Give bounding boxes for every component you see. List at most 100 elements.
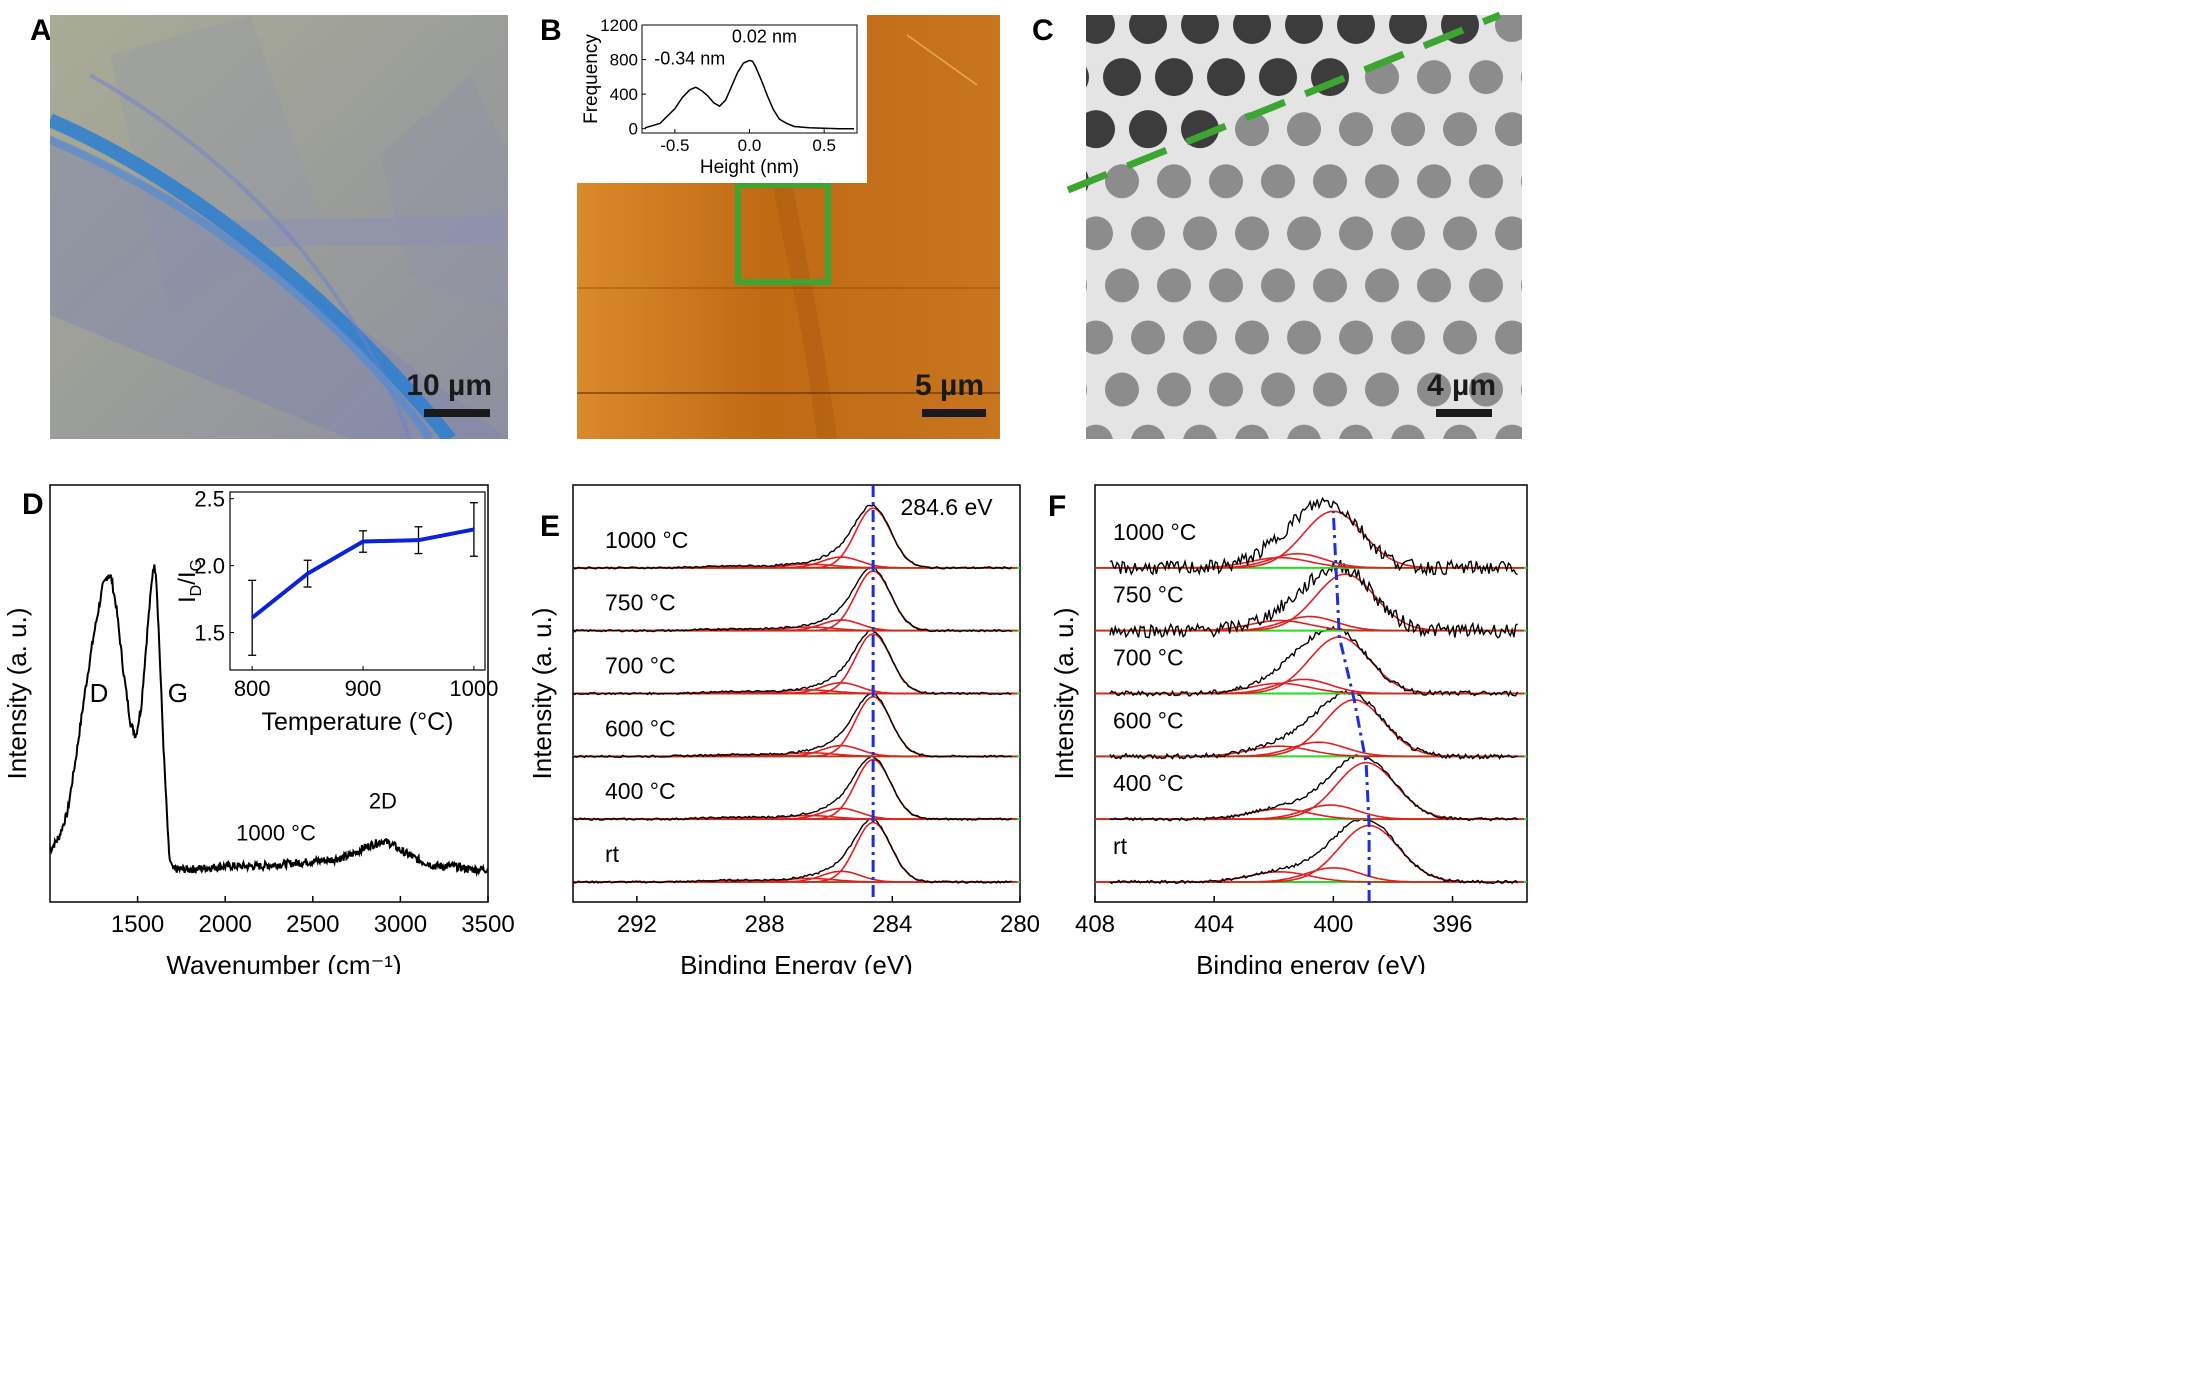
inset-y-tick-label: 2.0: [194, 554, 225, 579]
data-spectrum: [1109, 689, 1518, 760]
chart-e-xlabel: Binding Energy (eV): [680, 950, 913, 974]
hole: [1209, 372, 1243, 407]
inset-x-tick-label: 1000: [449, 676, 498, 701]
hole: [1157, 164, 1191, 199]
panel-label-a: A: [30, 14, 52, 47]
fit-component: [1095, 824, 1524, 883]
hole: [1337, 15, 1375, 44]
hole: [1209, 268, 1243, 303]
hole: [1469, 268, 1503, 303]
hole: [1521, 71, 1522, 83]
hole: [1183, 216, 1217, 251]
panel-label-f: F: [1048, 490, 1067, 523]
hole: [1209, 164, 1243, 199]
hole: [1417, 372, 1451, 407]
hole: [1313, 372, 1347, 407]
d-frame: [49, 484, 489, 903]
hole: [1287, 320, 1321, 355]
x-tick-label: 284: [872, 911, 912, 938]
hole: [1086, 424, 1113, 439]
hole: [1495, 15, 1522, 42]
peak-label-d: D: [90, 678, 109, 708]
hole: [1443, 424, 1477, 439]
hole: [1086, 66, 1089, 88]
hole: [1285, 15, 1323, 44]
reference-line-label: 284.6 eV: [901, 494, 994, 520]
inset-xlabel: Temperature (°C): [262, 708, 454, 736]
series-label: 1000 °C: [1113, 519, 1196, 545]
series-label: rt: [1113, 833, 1128, 859]
hole: [1495, 216, 1522, 251]
hole: [1339, 112, 1373, 147]
scale-bar-b: [922, 409, 986, 417]
series-label: 600 °C: [605, 715, 676, 741]
chart-xps-c1s: rt 400 °C 600 °C 700 °C 750 °C 1000 °C 292 288 2…: [530, 484, 1040, 974]
hole: [1183, 424, 1217, 439]
hole: [1443, 216, 1477, 251]
hole: [1391, 112, 1425, 147]
x-tick-label: 404: [1194, 911, 1234, 938]
chart-xps-n1s: rt 400 °C 600 °C 700 °C 750 °C 1000 °C 408 404 4…: [1049, 484, 1528, 974]
hole: [1105, 164, 1139, 199]
hole: [1313, 268, 1347, 303]
series-label: 700 °C: [605, 653, 676, 679]
fit-component: [1095, 741, 1524, 758]
y-tick-label: 0: [629, 120, 638, 139]
series-label: 600 °C: [1113, 707, 1184, 733]
hole: [1495, 112, 1522, 147]
hole: [1443, 320, 1477, 355]
x-tick-label: 0.5: [812, 136, 836, 155]
series-label: 750 °C: [1113, 582, 1184, 608]
hole: [1105, 372, 1139, 407]
hole: [1261, 372, 1295, 407]
data-spectrum: [1109, 625, 1519, 698]
panel-label-b: B: [540, 14, 562, 47]
b-inset-chart: -0.5 0.0 0.5 0 400 800 1200 Height (nm) Frequenc…: [577, 15, 867, 183]
hole: [1391, 424, 1425, 439]
series-label: 700 °C: [1113, 645, 1184, 671]
hole: [1235, 424, 1269, 439]
x-tick-label: -0.5: [660, 136, 689, 155]
x-tick-label: 2500: [286, 911, 339, 938]
y-tick-label: 1200: [600, 16, 638, 35]
hole: [1261, 164, 1295, 199]
data-spectrum: [572, 754, 1012, 821]
panel-label-d: D: [22, 488, 44, 521]
data-spectrum: [1109, 496, 1518, 577]
fit-component: [573, 807, 1017, 820]
fit-component: [573, 619, 1017, 632]
d-inset-line: [250, 527, 475, 620]
hole: [1259, 58, 1297, 97]
hole: [1391, 216, 1425, 251]
hole: [1261, 268, 1295, 303]
hole: [1389, 15, 1427, 44]
hole: [1339, 424, 1373, 439]
scale-bar-a: [424, 409, 490, 417]
hole: [1129, 15, 1167, 44]
fit-component: [1095, 552, 1524, 569]
hole: [1086, 216, 1113, 251]
hole: [1417, 60, 1451, 95]
sem-image-art: [1086, 15, 1522, 439]
data-spectrum: [572, 692, 1012, 759]
series-label: 1000 °C: [605, 527, 688, 553]
data-spectrum: [572, 503, 1013, 570]
hole: [1131, 216, 1165, 251]
hole: [1365, 372, 1399, 407]
x-tick-label: 1500: [111, 911, 164, 938]
dashed-boundary-line: [1066, 11, 1502, 194]
fit-component: [1095, 804, 1524, 820]
hole: [1155, 58, 1193, 97]
inset-x-tick-label: 800: [234, 676, 271, 701]
hole: [1086, 279, 1087, 292]
fit-component: [573, 821, 1017, 883]
chart-f-xlabel: Binding energy (eV): [1196, 950, 1426, 974]
panel-label-e: E: [540, 510, 561, 543]
x-tick-label: 3000: [374, 911, 427, 938]
data-spectrum: [572, 629, 1012, 696]
hole: [1469, 164, 1503, 199]
hole: [1086, 383, 1087, 396]
hole: [1086, 110, 1115, 149]
hole: [1131, 320, 1165, 355]
chart-f-ylabel: Intensity (a. u.): [1049, 608, 1079, 780]
